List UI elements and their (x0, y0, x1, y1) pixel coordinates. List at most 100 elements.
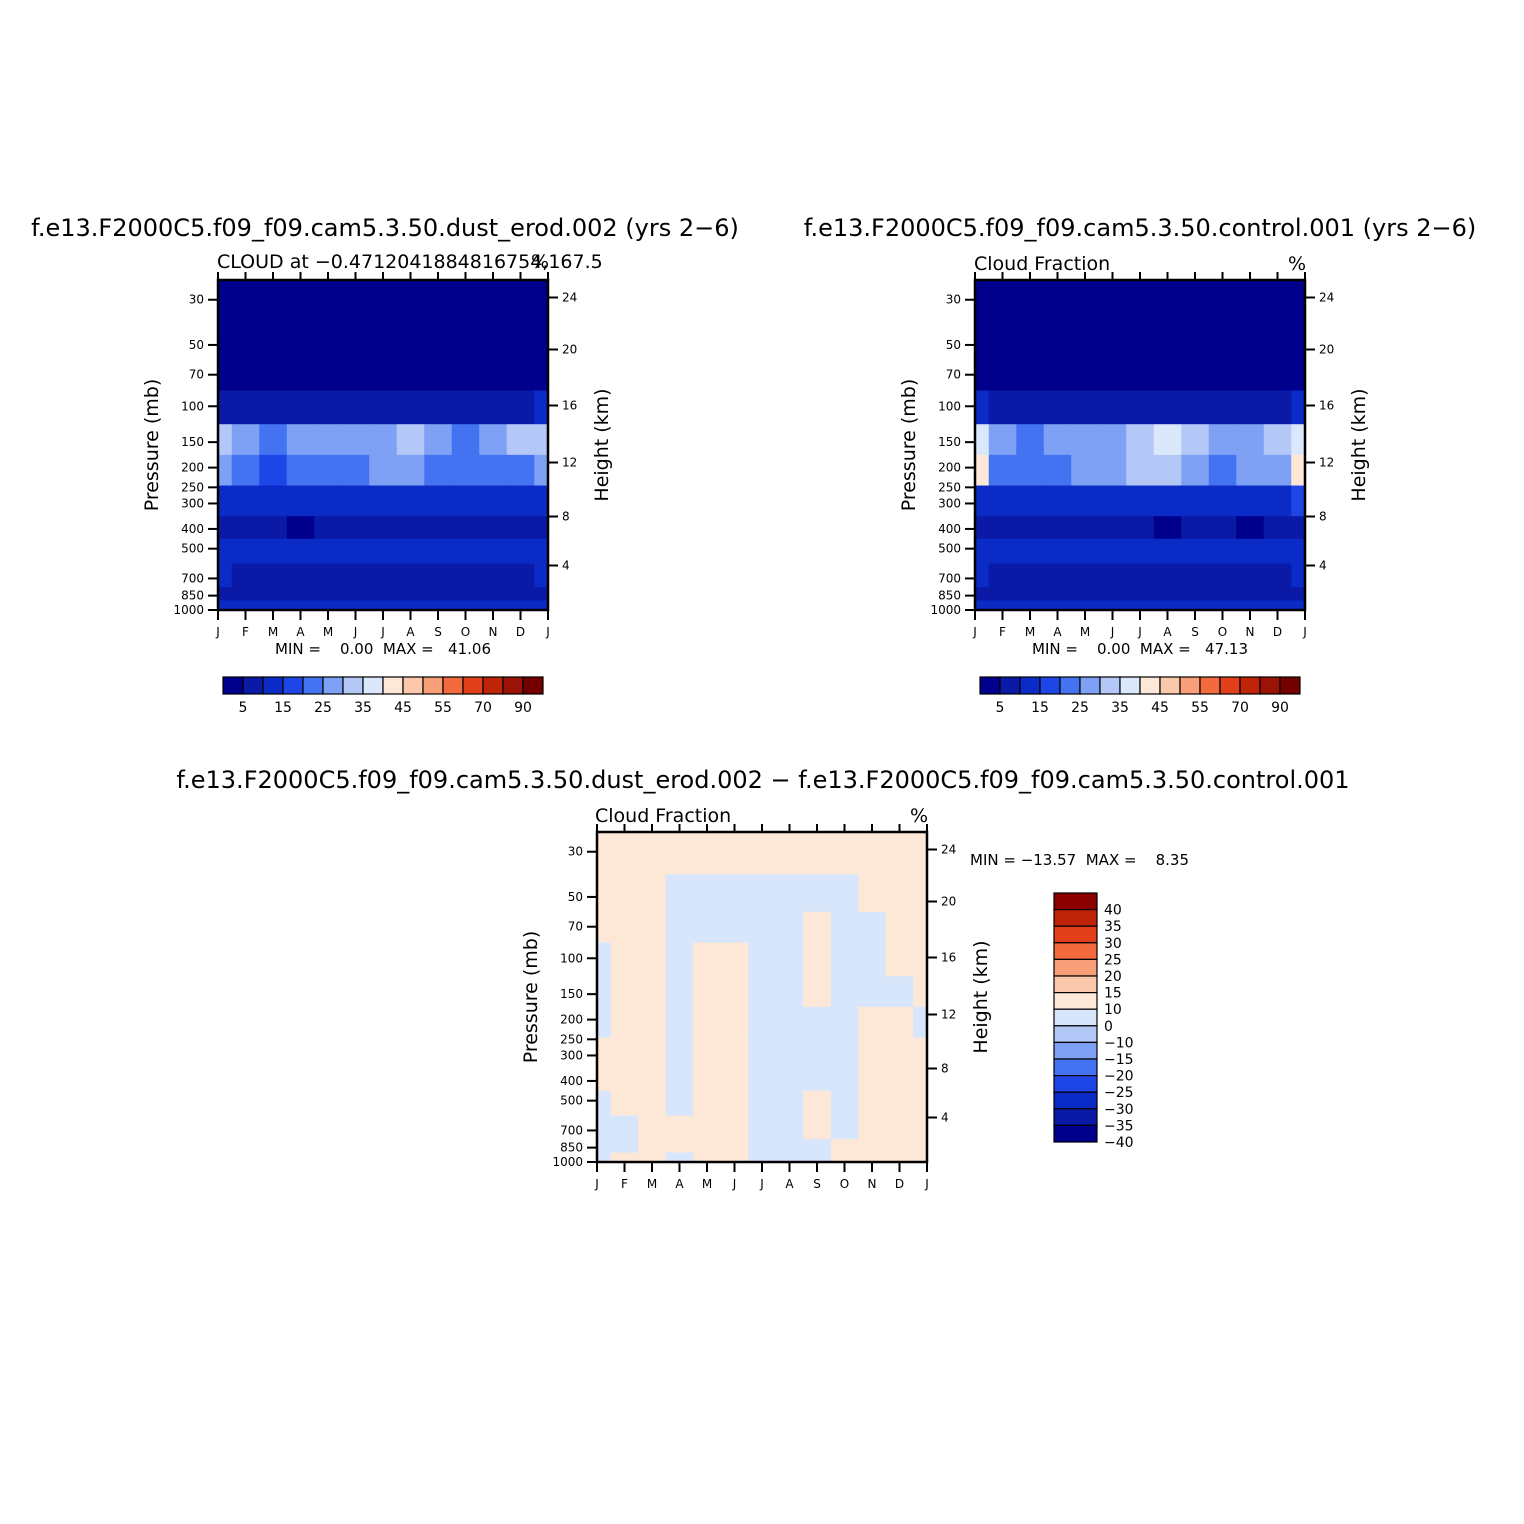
contour-cell (479, 390, 508, 425)
contour-cell (693, 911, 722, 944)
contour-cell (1181, 359, 1210, 392)
contour-cell (1016, 538, 1045, 565)
contour-cell (693, 1139, 722, 1154)
units-label: % (910, 805, 928, 827)
contour-cell (534, 322, 549, 361)
contour-cell (913, 911, 928, 944)
y-tick-label: 100 (560, 951, 583, 965)
contour-cell (885, 1139, 914, 1154)
contour-cell (1098, 516, 1127, 540)
contour-cell (218, 359, 233, 392)
contour-cell (314, 538, 343, 565)
contour-cell (748, 1139, 777, 1154)
y2-tick-label: 8 (562, 510, 570, 524)
contour-cell (1071, 322, 1100, 361)
contour-cell (286, 563, 315, 588)
contour-cell (1153, 516, 1182, 540)
contour-cell (975, 424, 990, 456)
y-tick-label: 30 (568, 845, 583, 859)
panel-left-label: Cloud Fraction (595, 805, 731, 827)
colorbar-box (979, 676, 1001, 695)
contour-cell (259, 454, 288, 487)
colorbar-box (1053, 1074, 1098, 1093)
y-axis-label: Pressure (mb) (898, 379, 920, 512)
x-tick-label: F (242, 625, 249, 639)
colorbar-label: 25 (314, 700, 332, 716)
y-axis-label: Pressure (mb) (520, 931, 542, 1064)
contour-cell (218, 424, 233, 456)
y2-tick-label: 4 (1319, 559, 1327, 573)
contour-cell (286, 516, 315, 540)
colorbar-label: 25 (1071, 700, 1089, 716)
contour-cell (451, 516, 480, 540)
contour-cell (424, 390, 453, 425)
y-tick-label: 70 (946, 368, 961, 382)
contour-cell (314, 280, 343, 323)
y-tick-label: 300 (938, 496, 961, 510)
contour-cell (369, 454, 398, 487)
contour-cell (1208, 587, 1237, 602)
contour-cell (885, 1090, 914, 1117)
contour-cell (638, 1090, 667, 1117)
contour-cell (369, 322, 398, 361)
contour-cell (231, 587, 260, 602)
contour-cell (610, 942, 639, 977)
colorbar: 5 15 25 35 45 55 70 90 (222, 676, 544, 716)
x-tick-label: A (675, 1177, 684, 1191)
y-tick-label: 50 (946, 338, 961, 352)
contour-cell (638, 1037, 667, 1069)
contour-cell (1208, 390, 1237, 425)
colorbar-label: −40 (1104, 1135, 1134, 1151)
y2-tick-label: 20 (562, 343, 577, 357)
contour-cell (748, 1006, 777, 1039)
contour-cell (748, 832, 777, 875)
colorbar: 5 15 25 35 45 55 70 90 (979, 676, 1301, 716)
contour-cell (1181, 280, 1210, 323)
colorbar-box (222, 676, 244, 695)
contour-cell (341, 424, 370, 456)
x-tick-label: J (759, 1177, 764, 1191)
contour-cell (665, 942, 694, 977)
y-tick-label: 200 (938, 461, 961, 475)
contour-cell (1263, 587, 1292, 602)
panel-title: f.e13.F2000C5.f09_f09.cam5.3.50.dust_ero… (31, 214, 739, 242)
contour-cell (665, 874, 694, 913)
contour-cell (479, 424, 508, 456)
contour-cell (231, 538, 260, 565)
contour-cell (975, 600, 990, 611)
colorbar-label: 30 (1104, 936, 1122, 952)
contour-cell (1016, 359, 1045, 392)
contour-cell (314, 485, 343, 517)
colorbar-box (242, 676, 264, 695)
contour-cell (988, 516, 1017, 540)
x-tick-label: A (785, 1177, 794, 1191)
min-max-label: MIN = −13.57 MAX = 8.35 (970, 851, 1189, 869)
contour-cell (506, 587, 535, 602)
contour-cell (1291, 600, 1306, 611)
contour-cell (451, 563, 480, 588)
contour-cell (858, 832, 887, 875)
contour-cell (1263, 600, 1292, 611)
contour-cell (988, 485, 1017, 517)
contour-cell (286, 390, 315, 425)
contour-cell (748, 911, 777, 944)
contour-cell (885, 976, 914, 1008)
contour-cell (975, 322, 990, 361)
contour-cell (975, 563, 990, 588)
contour-cell (479, 322, 508, 361)
x-tick-label: D (895, 1177, 904, 1191)
contour-cell (396, 538, 425, 565)
contour-cell (314, 516, 343, 540)
contour-cell (803, 1139, 832, 1154)
contour-cell (341, 322, 370, 361)
contour-cell (858, 942, 887, 977)
contour-cell (1181, 322, 1210, 361)
colorbar-label: 55 (434, 700, 452, 716)
y-tick-label: 50 (189, 338, 204, 352)
contour-cell (693, 942, 722, 977)
contour-cell (803, 976, 832, 1008)
contour-cell (913, 832, 928, 875)
